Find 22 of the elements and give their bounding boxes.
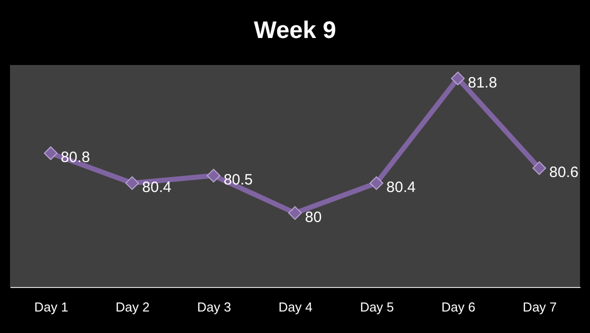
data-label: 80.4 — [142, 179, 172, 196]
data-label: 81.8 — [468, 74, 498, 92]
point — [44, 146, 58, 160]
data-label: 80.4 — [386, 179, 416, 196]
point — [288, 206, 302, 220]
x-tick-label: Day 3 — [197, 300, 232, 314]
data-label: 80.5 — [224, 172, 253, 189]
x-tick-label: Day 5 — [360, 300, 394, 314]
chart-title: Week 9 — [254, 17, 336, 44]
point — [125, 176, 139, 190]
x-tick-label: Day 4 — [278, 300, 312, 314]
x-tick-label: Day 7 — [522, 300, 557, 314]
x-tick-label: Day 6 — [441, 300, 476, 314]
point — [206, 168, 220, 182]
x-tick-label: Day 2 — [116, 300, 150, 314]
point — [451, 72, 465, 86]
point — [370, 176, 384, 190]
data-label: 80.6 — [549, 164, 578, 182]
data-label: 80 — [305, 209, 322, 226]
point — [532, 161, 546, 175]
data-label: 80.8 — [60, 149, 90, 166]
x-tick-label: Day 1 — [34, 300, 68, 314]
